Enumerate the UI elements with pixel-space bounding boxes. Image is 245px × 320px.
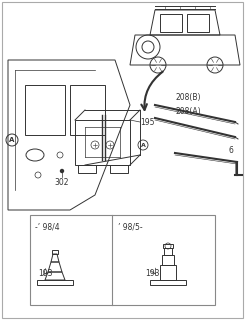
Bar (37, 280, 73, 285)
Bar (30, 215, 215, 305)
Bar (52, 250, 58, 254)
Text: A: A (9, 137, 15, 143)
Text: 302: 302 (55, 178, 69, 187)
Bar (110, 165, 128, 173)
Text: -’ 98/4: -’ 98/4 (35, 222, 60, 231)
Text: 6: 6 (228, 146, 233, 155)
Bar (150, 280, 186, 285)
Bar (160, 14, 182, 32)
Text: 208(B): 208(B) (175, 93, 200, 102)
Circle shape (61, 170, 63, 172)
Text: A: A (141, 142, 146, 148)
Text: 193: 193 (38, 268, 52, 277)
Text: 208(A): 208(A) (175, 107, 201, 116)
Text: 193: 193 (145, 268, 159, 277)
Bar (187, 14, 209, 32)
Text: ’ 98/5-: ’ 98/5- (118, 222, 143, 231)
Bar (25, 85, 65, 135)
Bar (70, 85, 105, 135)
Bar (78, 165, 96, 173)
Text: 195: 195 (140, 117, 155, 126)
Bar (163, 244, 173, 248)
